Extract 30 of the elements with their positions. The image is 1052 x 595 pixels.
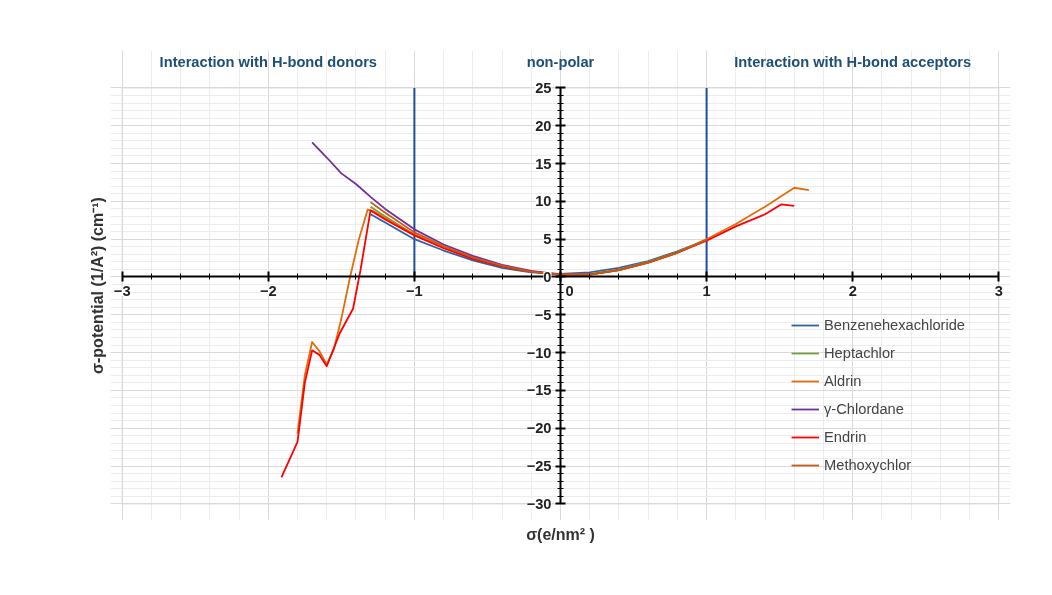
x-axis-title: σ(e/nm² ) — [526, 525, 595, 543]
legend-label: Aldrin — [824, 373, 862, 389]
legend-label: Endrin — [824, 429, 867, 445]
x-tick-label: 1 — [702, 282, 711, 299]
x-tick-label: −2 — [259, 282, 277, 299]
text: non-polar — [526, 53, 595, 70]
x-tick-label: −3 — [113, 282, 131, 299]
y-axis-title: σ-potential (1/A²) (cm⁻¹) — [88, 197, 106, 374]
text: Interaction with H-bond acceptors — [734, 53, 972, 70]
y-tick-label: −15 — [526, 382, 552, 399]
y-tick-label: −5 — [534, 306, 552, 323]
y-tick-label: −10 — [526, 344, 552, 361]
y-tick-label: 15 — [535, 155, 552, 172]
legend-label: Heptachlor — [824, 345, 895, 361]
text: Interaction with H-bond donors — [159, 53, 377, 70]
y-tick-label: 0 — [543, 268, 552, 285]
y-tick-label: −25 — [526, 458, 552, 475]
x-tick-label: 2 — [848, 282, 857, 299]
x-tick-label: 3 — [994, 282, 1003, 299]
x-tick-label: 0 — [565, 282, 574, 299]
y-tick-label: 25 — [535, 79, 552, 96]
y-tick-label: −30 — [526, 495, 552, 512]
legend-label: Methoxychlor — [824, 457, 912, 473]
y-tick-label: 5 — [543, 231, 552, 248]
legend-label: γ-Chlordane — [824, 401, 904, 417]
y-tick-label: 20 — [535, 117, 552, 134]
y-tick-label: −20 — [526, 420, 552, 437]
x-tick-label: −1 — [406, 282, 423, 299]
legend-label: Benzenehexachloride — [824, 317, 965, 333]
y-tick-label: 10 — [535, 193, 552, 210]
